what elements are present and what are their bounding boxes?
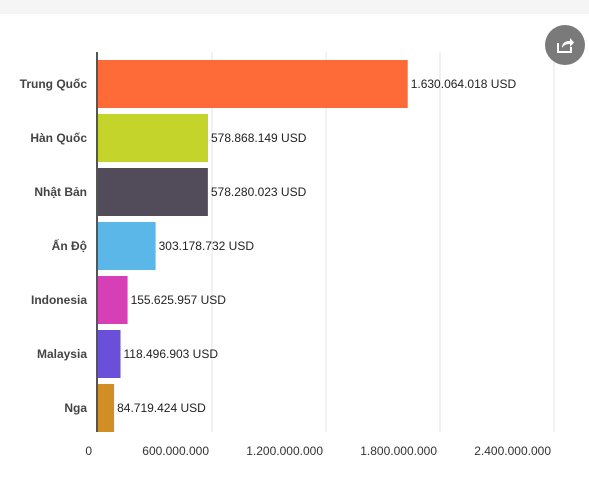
bars [98, 60, 408, 432]
chart-svg: 0 600.000.000 1.200.000.000 1.800.000.000 2.… [20, 52, 555, 458]
category-label: Trung Quốc [20, 77, 88, 91]
x-tick-label: 0 [85, 444, 92, 458]
x-tick-label: 2.400.000.000 [474, 444, 551, 458]
data-label: 578.280.023 USD [211, 185, 307, 199]
bar[interactable] [98, 384, 115, 432]
data-label: 84.719.424 USD [117, 401, 206, 415]
category-label: Nhật Bản [34, 185, 87, 199]
data-label: 303.178.732 USD [159, 239, 255, 253]
labels: 0 600.000.000 1.200.000.000 1.800.000.000 2.… [20, 77, 552, 458]
category-label: Hàn Quốc [30, 131, 87, 145]
bar[interactable] [98, 330, 121, 378]
bar[interactable] [98, 168, 208, 216]
share-icon [557, 38, 574, 53]
page-top-strip [0, 0, 589, 14]
bar[interactable] [98, 60, 408, 108]
x-tick-label: 600.000.000 [142, 444, 209, 458]
data-label: 118.496.903 USD [124, 347, 219, 361]
grid-lines [211, 52, 555, 432]
category-label: Malaysia [37, 347, 87, 361]
data-label: 578.868.149 USD [211, 131, 307, 145]
category-label: Ấn Độ [52, 238, 87, 253]
data-label: 155.625.957 USD [131, 293, 227, 307]
category-label: Indonesia [31, 293, 87, 307]
data-label: 1.630.064.018 USD [411, 77, 517, 91]
bar[interactable] [98, 276, 128, 324]
x-tick-label: 1.200.000.000 [246, 444, 323, 458]
share-button[interactable] [545, 25, 585, 65]
category-label: Nga [64, 401, 87, 415]
x-tick-label: 1.800.000.000 [360, 444, 437, 458]
bar[interactable] [98, 222, 156, 270]
bar[interactable] [98, 114, 208, 162]
bar-chart: 0 600.000.000 1.200.000.000 1.800.000.000 2.… [0, 14, 589, 487]
